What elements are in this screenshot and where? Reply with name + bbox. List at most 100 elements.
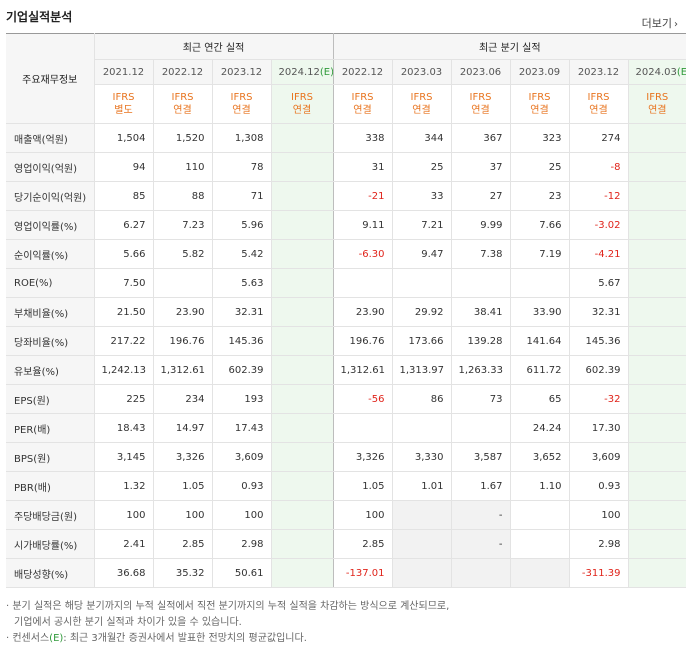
value-cell: 7.50 — [93, 268, 153, 298]
value-cell: 1.10 — [509, 471, 569, 501]
value-cell — [627, 529, 687, 559]
value-cell: -3.02 — [568, 210, 628, 240]
period-header: 2023.03 — [391, 59, 451, 85]
value-cell: 1,504 — [93, 123, 153, 153]
estimate-marker: (E) — [676, 66, 686, 78]
value-cell: 9.11 — [332, 210, 392, 240]
value-cell — [627, 413, 687, 443]
value-cell — [450, 268, 510, 298]
table-row: 영업이익(억원) 94 110 78 31 25 37 25 -8 — [6, 152, 687, 182]
value-cell: 50.61 — [211, 558, 271, 588]
value-cell: 173.66 — [391, 326, 451, 356]
value-cell: 5.96 — [211, 210, 271, 240]
accounting-basis-header[interactable]: IFRS 연결 — [509, 84, 569, 124]
value-cell — [627, 268, 687, 298]
value-cell — [270, 326, 333, 356]
value-cell: 3,609 — [211, 442, 271, 472]
value-cell: 7.38 — [450, 239, 510, 269]
value-cell: 35.32 — [152, 558, 212, 588]
value-cell: 100 — [93, 500, 153, 530]
value-cell: 100 — [332, 500, 392, 530]
value-cell: 1,520 — [152, 123, 212, 153]
more-link[interactable]: 더보기 › — [642, 15, 678, 31]
value-cell: 37 — [450, 152, 510, 182]
row-label: 순이익률(%) — [6, 239, 94, 269]
row-label: 당기순이익(억원) — [6, 181, 94, 211]
accounting-basis-header[interactable]: IFRS 연결 — [332, 84, 392, 124]
value-cell: 1.05 — [332, 471, 392, 501]
row-label: 영업이익률(%) — [6, 210, 94, 240]
value-cell: 73 — [450, 384, 510, 414]
value-cell: 110 — [152, 152, 212, 182]
table-row: 순이익률(%) 5.66 5.82 5.42 -6.30 9.47 7.38 7.19 -4.2… — [6, 239, 687, 269]
value-cell: 7.66 — [509, 210, 569, 240]
quarter-group-header: 최근 분기 실적 — [332, 33, 687, 60]
value-cell: 25 — [509, 152, 569, 182]
accounting-basis-header[interactable]: IFRS 연결 — [568, 84, 628, 124]
value-cell — [627, 355, 687, 385]
accounting-basis-header[interactable]: IFRS 연결 — [627, 84, 687, 124]
value-cell: 3,326 — [152, 442, 212, 472]
accounting-basis-header[interactable]: IFRS 연결 — [270, 84, 333, 124]
value-cell: 33 — [391, 181, 451, 211]
row-label: ROE(%) — [6, 268, 94, 298]
value-cell: 24.24 — [509, 413, 569, 443]
value-cell — [627, 297, 687, 327]
value-cell: 31 — [332, 152, 392, 182]
value-cell: 1,308 — [211, 123, 271, 153]
value-cell: -12 — [568, 181, 628, 211]
value-cell: 1,312.61 — [152, 355, 212, 385]
period-header: 2023.09 — [509, 59, 569, 85]
row-label: 시가배당률(%) — [6, 529, 94, 559]
accounting-basis-header[interactable]: IFRS 연결 — [391, 84, 451, 124]
footnote-2: · 컨센서스(E): 최근 3개월간 증권사에서 발표한 전망치의 평균값입니다… — [6, 633, 307, 644]
value-cell — [270, 471, 333, 501]
footnote-1-cont: 기업에서 공시한 분기 실적과 차이가 있을 수 있습니다. — [14, 617, 242, 628]
more-label: 더보기 — [641, 17, 672, 30]
value-cell — [627, 500, 687, 530]
value-cell — [450, 413, 510, 443]
accounting-basis-header[interactable]: IFRS 연결 — [450, 84, 510, 124]
period-header: 2021.12 — [93, 59, 153, 85]
value-cell: 3,609 — [568, 442, 628, 472]
period-header: 2022.12 — [332, 59, 392, 85]
accounting-basis-header[interactable]: IFRS 연결 — [211, 84, 271, 124]
value-cell: 94 — [93, 152, 153, 182]
value-cell — [270, 384, 333, 414]
value-cell — [450, 558, 510, 588]
value-cell: 21.50 — [93, 297, 153, 327]
value-cell: 85 — [93, 181, 153, 211]
value-cell — [270, 268, 333, 298]
value-cell: 145.36 — [568, 326, 628, 356]
value-cell — [391, 413, 451, 443]
value-cell: 6.27 — [93, 210, 153, 240]
value-cell — [627, 210, 687, 240]
value-cell: 1,312.61 — [332, 355, 392, 385]
value-cell — [627, 326, 687, 356]
value-cell: 1,242.13 — [93, 355, 153, 385]
value-cell: 3,330 — [391, 442, 451, 472]
value-cell: 7.19 — [509, 239, 569, 269]
value-cell: 23 — [509, 181, 569, 211]
value-cell: - — [450, 500, 510, 530]
value-cell: 141.64 — [509, 326, 569, 356]
value-cell: 9.47 — [391, 239, 451, 269]
value-cell: 3,326 — [332, 442, 392, 472]
row-label: PBR(배) — [6, 471, 94, 501]
value-cell — [270, 123, 333, 153]
value-cell: 25 — [391, 152, 451, 182]
value-cell: 36.68 — [93, 558, 153, 588]
period-header: 2022.12 — [152, 59, 212, 85]
table-row: 배당성향(%) 36.68 35.32 50.61 -137.01 -311.39 — [6, 558, 687, 588]
accounting-basis-header[interactable]: IFRS 연결 — [152, 84, 212, 124]
accounting-basis-header[interactable]: IFRS 별도 — [93, 84, 153, 124]
section-title: 기업실적분석 — [6, 10, 73, 24]
value-cell: 5.66 — [93, 239, 153, 269]
value-cell: 7.21 — [391, 210, 451, 240]
value-cell: 3,145 — [93, 442, 153, 472]
table-row: PBR(배) 1.32 1.05 0.93 1.05 1.01 1.67 1.10 0.93 — [6, 471, 687, 501]
table-row: 당기순이익(억원) 85 88 71 -21 33 27 23 -12 — [6, 181, 687, 211]
value-cell: 88 — [152, 181, 212, 211]
value-cell: 367 — [450, 123, 510, 153]
value-cell: 323 — [509, 123, 569, 153]
